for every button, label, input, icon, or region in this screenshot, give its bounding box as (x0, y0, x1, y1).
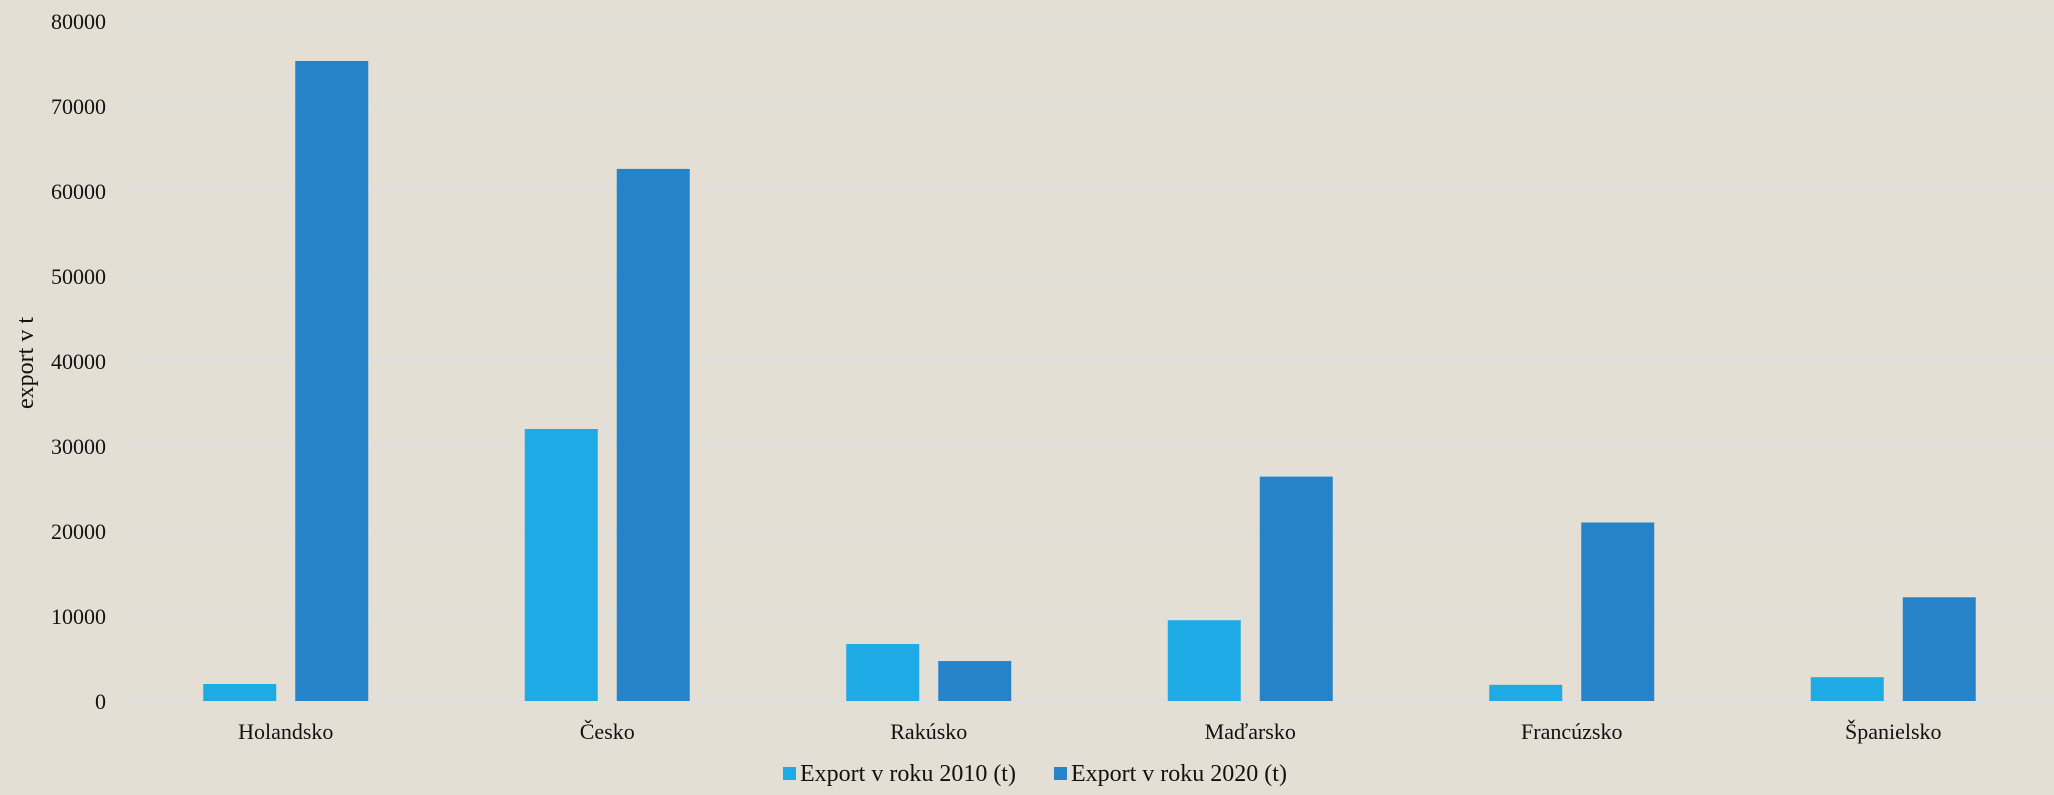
y-tick-label: 20000 (51, 519, 106, 544)
y-axis-title: export v t (13, 317, 39, 409)
bar-2010-1 (524, 429, 598, 701)
y-tick-label: 10000 (51, 604, 106, 629)
legend: Export v roku 2010 (t) Export v roku 2020… (783, 761, 1287, 787)
bar-2010-4 (1489, 684, 1563, 701)
x-category-label: Maďarsko (1205, 719, 1296, 744)
legend-swatch (1053, 767, 1067, 780)
x-category-label: Španielsko (1845, 719, 1942, 744)
bar-2010-0 (203, 684, 277, 701)
grid-lines (125, 20, 2054, 702)
legend-label: Export v roku 2020 (t) (1071, 761, 1287, 787)
y-tick-label: 50000 (51, 264, 106, 289)
bar-2010-5 (1810, 677, 1884, 701)
x-category-label: Rakúsko (890, 719, 967, 744)
x-category-label: Česko (580, 719, 635, 744)
x-category-label: Holandsko (238, 719, 333, 744)
bar-2020-1 (616, 168, 690, 701)
bars (203, 60, 1976, 701)
y-tick-label: 30000 (51, 434, 106, 459)
bar-2020-0 (295, 60, 369, 701)
bar-2020-3 (1259, 476, 1333, 701)
bar-2020-2 (938, 661, 1012, 701)
x-category-label: Francúzsko (1521, 719, 1622, 744)
y-tick-label: 0 (95, 689, 106, 714)
legend-swatch (783, 767, 796, 780)
y-tick-label: 60000 (51, 179, 106, 204)
x-axis-categories: Holandsko Česko Rakúsko Maďarsko Francúzsko Š… (238, 719, 1941, 744)
bar-2020-4 (1581, 522, 1655, 701)
legend-label: Export v roku 2010 (t) (800, 761, 1016, 787)
bar-2010-2 (846, 644, 920, 701)
y-tick-label: 80000 (51, 9, 106, 34)
bar-2010-3 (1167, 620, 1241, 701)
y-axis-ticks: 0 10000 20000 30000 40000 50000 60000 70000 8000… (51, 9, 106, 714)
bar-2020-5 (1902, 597, 1976, 701)
y-tick-label: 70000 (51, 94, 106, 119)
y-tick-label: 40000 (51, 349, 106, 374)
